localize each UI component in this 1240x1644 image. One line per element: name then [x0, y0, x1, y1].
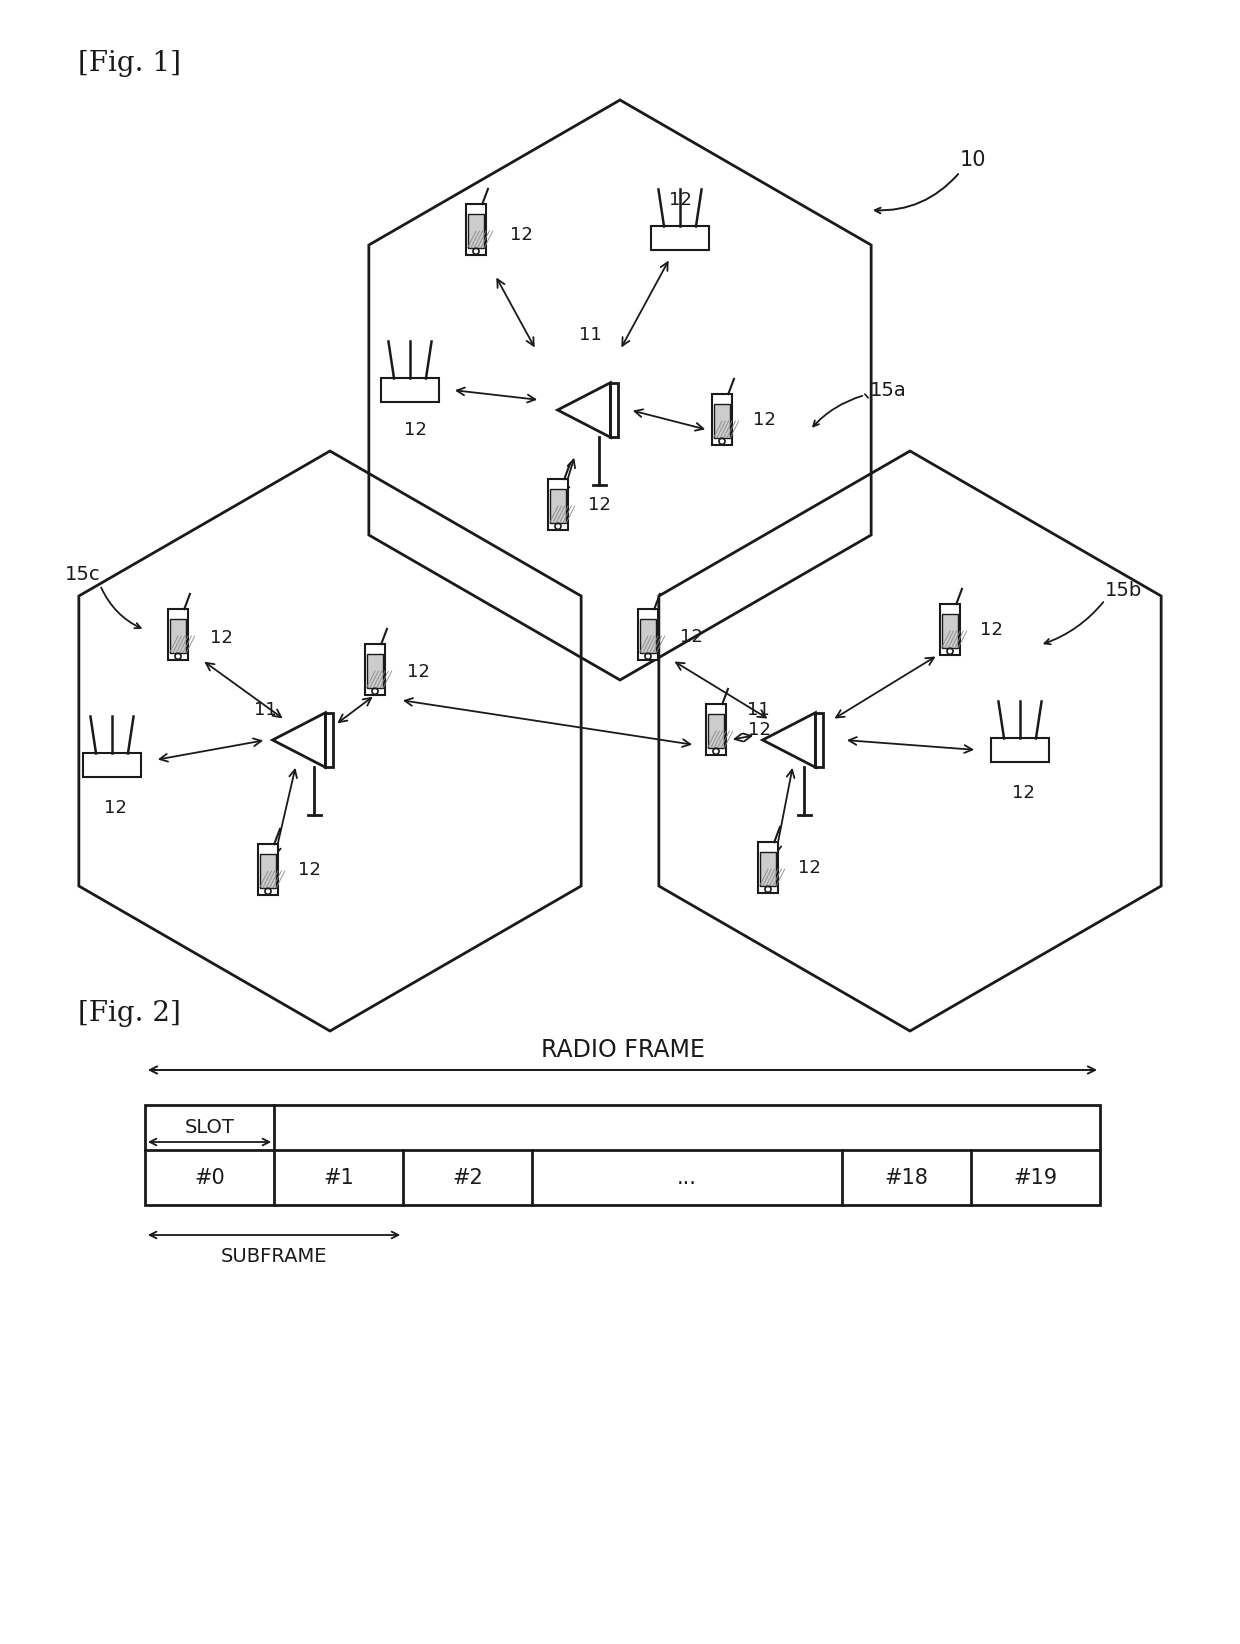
Bar	[367, 654, 383, 687]
Bar	[651, 227, 709, 250]
Text: 15b: 15b	[1105, 580, 1142, 600]
Bar	[465, 204, 486, 255]
Text: 12: 12	[210, 630, 233, 648]
Text: #2: #2	[453, 1167, 484, 1187]
Bar	[549, 490, 567, 523]
Text: 12: 12	[407, 663, 430, 681]
Bar	[941, 615, 959, 648]
Bar	[712, 395, 733, 446]
Bar	[548, 478, 568, 531]
Text: SLOT: SLOT	[185, 1118, 234, 1138]
Text: SUBFRAME: SUBFRAME	[221, 1248, 327, 1266]
Text: 12: 12	[980, 621, 1003, 640]
Bar	[708, 715, 724, 748]
Bar	[610, 383, 619, 437]
Text: #19: #19	[1013, 1167, 1058, 1187]
Text: #0: #0	[195, 1167, 224, 1187]
Text: 12: 12	[1012, 784, 1034, 802]
Text: 12: 12	[588, 496, 611, 515]
Bar	[381, 378, 439, 401]
Bar	[760, 852, 776, 886]
Text: #1: #1	[324, 1167, 353, 1187]
Bar	[640, 620, 656, 653]
Bar	[258, 843, 279, 896]
Bar	[714, 404, 730, 437]
Bar	[325, 713, 334, 768]
Bar	[637, 608, 658, 661]
Bar	[991, 738, 1049, 761]
Bar	[816, 713, 823, 768]
Text: 11: 11	[254, 700, 277, 718]
Text: [Fig. 2]: [Fig. 2]	[78, 1000, 181, 1028]
Text: 15a: 15a	[870, 380, 906, 399]
Text: 12: 12	[753, 411, 776, 429]
Text: 10: 10	[960, 150, 987, 169]
Bar	[940, 603, 961, 656]
Bar	[145, 1105, 1100, 1205]
Text: 15c: 15c	[64, 566, 100, 585]
Text: 12: 12	[668, 191, 692, 209]
Bar	[259, 855, 277, 888]
Text: [Fig. 1]: [Fig. 1]	[78, 49, 181, 77]
Text: 12: 12	[104, 799, 126, 817]
Bar	[83, 753, 141, 776]
Bar	[706, 704, 727, 755]
Text: 12: 12	[403, 421, 427, 439]
Text: 11: 11	[746, 700, 769, 718]
Text: RADIO FRAME: RADIO FRAME	[541, 1037, 704, 1062]
Bar	[365, 644, 386, 695]
Bar	[170, 620, 186, 653]
Text: 12: 12	[748, 722, 771, 740]
Text: ...: ...	[677, 1167, 697, 1187]
Text: 12: 12	[799, 860, 821, 876]
Text: 11: 11	[579, 326, 601, 344]
Bar	[758, 842, 779, 893]
Text: 12: 12	[298, 861, 321, 880]
Bar	[167, 608, 188, 661]
Text: 12: 12	[680, 628, 703, 646]
Bar	[467, 214, 485, 248]
Text: #18: #18	[884, 1167, 929, 1187]
Text: 12: 12	[510, 225, 533, 243]
